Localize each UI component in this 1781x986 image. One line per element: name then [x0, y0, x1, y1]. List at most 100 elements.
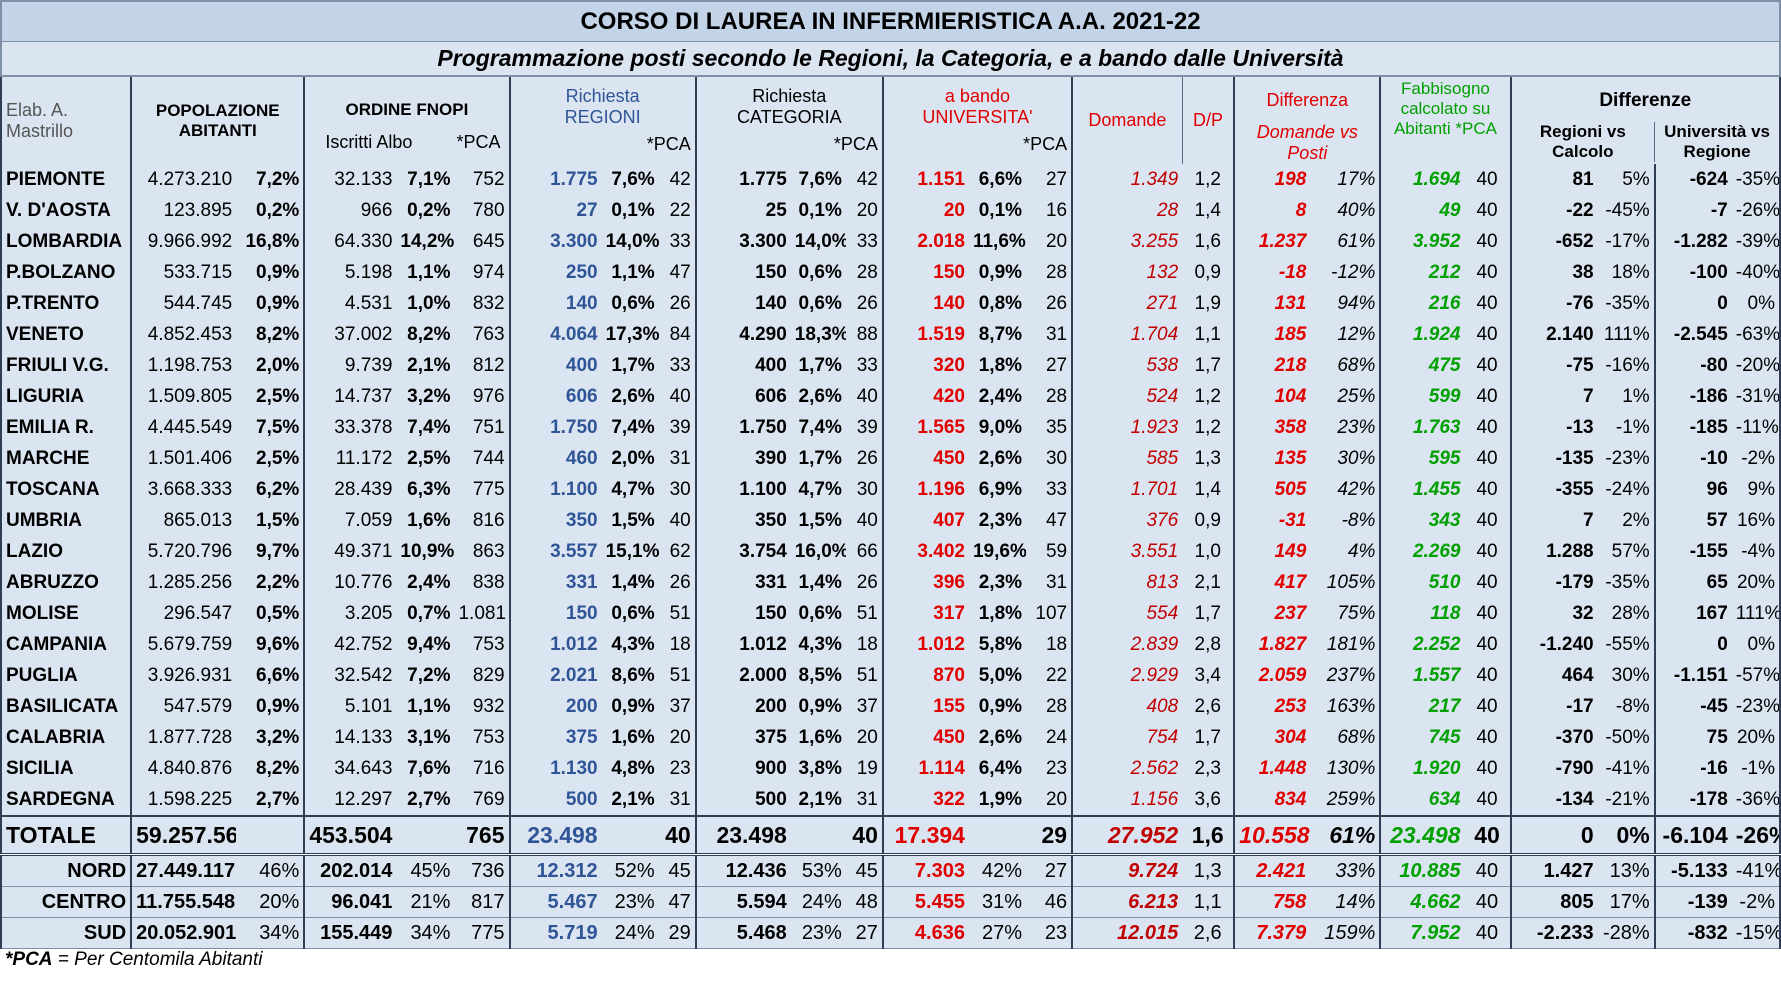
- cell: 40: [1464, 917, 1511, 949]
- cell: 140: [694, 288, 791, 319]
- cell: -185: [1653, 412, 1732, 443]
- cell: 159%: [1310, 917, 1381, 949]
- cell: 2,7%: [396, 784, 455, 816]
- cell: 3.557: [508, 536, 602, 567]
- row-label: PIEMONTE: [0, 164, 132, 195]
- cell: 3.300: [694, 226, 791, 257]
- cell: -16%: [1597, 350, 1655, 381]
- cell: 752: [454, 164, 510, 195]
- table-row: MOLISE 296.547 0,5% 3.205 0,7% 1.081 150 0,6% 51…: [0, 598, 1781, 629]
- cell: -178: [1653, 784, 1732, 816]
- cell: 31: [1026, 567, 1073, 598]
- cell: -11%: [1731, 412, 1781, 443]
- cell: 7: [1509, 381, 1598, 412]
- table-row: P.TRENTO 544.745 0,9% 4.531 1,0% 832 140 0,6% 26…: [0, 288, 1781, 319]
- cell: 2.059: [1233, 660, 1311, 691]
- cell: 1.598.225: [130, 784, 237, 816]
- cell: 33%: [1310, 854, 1381, 887]
- cell: 0,1%: [968, 195, 1027, 226]
- cell: 59.257.566: [130, 815, 237, 856]
- cell: 40: [1464, 886, 1511, 918]
- cell: -26%: [1731, 815, 1781, 856]
- cell: -10: [1653, 443, 1732, 474]
- cell: 12.015: [1071, 917, 1183, 949]
- cell: 829: [454, 660, 510, 691]
- cell: 932: [454, 691, 510, 722]
- cell: 123.895: [130, 195, 237, 226]
- cell: 1,0%: [396, 288, 455, 319]
- row-label: NORD: [0, 854, 132, 887]
- cell: 40: [658, 505, 696, 536]
- cell: 10.885: [1379, 854, 1465, 887]
- cell: 8,2%: [396, 319, 455, 350]
- table-row: LOMBARDIA 9.966.992 16,8% 64.330 14,2% 645 3.3…: [0, 226, 1781, 257]
- cell: 150: [508, 598, 602, 629]
- cell: 23.498: [508, 815, 602, 856]
- cell: 8,5%: [790, 660, 846, 691]
- cell: 16,0%: [790, 536, 846, 567]
- cell: 400: [508, 350, 602, 381]
- header-pca-regioni: *PCA: [646, 134, 691, 154]
- row-label: TOTALE: [0, 815, 132, 856]
- cell: 212: [1379, 257, 1465, 288]
- row-label: EMILIA R.: [0, 412, 132, 443]
- cell: 45: [658, 854, 696, 887]
- cell: 0,9%: [968, 691, 1027, 722]
- cell: 2.562: [1071, 753, 1183, 784]
- cell: 1,6%: [790, 722, 846, 753]
- cell: 26: [845, 567, 883, 598]
- cell: 40: [1464, 536, 1511, 567]
- cell: 4.273.210: [130, 164, 237, 195]
- cell: 464: [1509, 660, 1598, 691]
- cell: 49: [1379, 195, 1465, 226]
- cell: 14,2%: [396, 226, 455, 257]
- cell: 12.312: [508, 854, 602, 887]
- cell: 25: [694, 195, 791, 226]
- cell: 39: [845, 412, 883, 443]
- row-label: LOMBARDIA: [0, 226, 132, 257]
- cell: 1.130: [508, 753, 602, 784]
- cell: 2,3%: [968, 567, 1027, 598]
- cell: 51: [658, 660, 696, 691]
- cell: 19,6%: [968, 536, 1027, 567]
- cell: -100: [1653, 257, 1732, 288]
- footnote: *PCA = Per Centomila Abitanti: [1, 948, 1780, 971]
- cell: 6,4%: [968, 753, 1027, 784]
- cell: 1.455: [1379, 474, 1465, 505]
- cell: 26: [845, 443, 883, 474]
- cell: 33: [1026, 474, 1073, 505]
- cell: 1.198.753: [130, 350, 237, 381]
- cell: 42%: [1310, 474, 1381, 505]
- cell: 1.694: [1379, 164, 1465, 195]
- cell: 2,2%: [236, 567, 305, 598]
- header-domande-vs-posti: Domande vs Posti: [1256, 121, 1358, 163]
- cell: 111%: [1597, 319, 1655, 350]
- cell: -41%: [1731, 854, 1781, 887]
- cell: 1.775: [508, 164, 602, 195]
- cell: 645: [454, 226, 510, 257]
- cell: 33: [845, 350, 883, 381]
- cell: -139: [1653, 886, 1732, 918]
- cell: 780: [454, 195, 510, 226]
- row-label: FRIULI V.G.: [0, 350, 132, 381]
- cell: 0,9%: [236, 691, 305, 722]
- row-label: P.BOLZANO: [0, 257, 132, 288]
- cell: 1,2: [1182, 381, 1235, 412]
- row-label: MARCHE: [0, 443, 132, 474]
- cell: 0%: [1731, 288, 1781, 319]
- cell: 9.739: [303, 350, 397, 381]
- cell: 716: [454, 753, 510, 784]
- cell: 2.929: [1071, 660, 1183, 691]
- cell: 20: [1026, 226, 1073, 257]
- cell: 2,4%: [396, 567, 455, 598]
- cell: 0,9%: [790, 691, 846, 722]
- cell: 14.737: [303, 381, 397, 412]
- cell: 1.349: [1071, 164, 1183, 195]
- cell: 51: [658, 598, 696, 629]
- cell: 94%: [1310, 288, 1381, 319]
- cell: 75: [1653, 722, 1732, 753]
- cell: 7,2%: [236, 164, 305, 195]
- cell: 31%: [968, 886, 1027, 918]
- row-label: V. D'AOSTA: [0, 195, 132, 226]
- cell: 1,1%: [396, 257, 455, 288]
